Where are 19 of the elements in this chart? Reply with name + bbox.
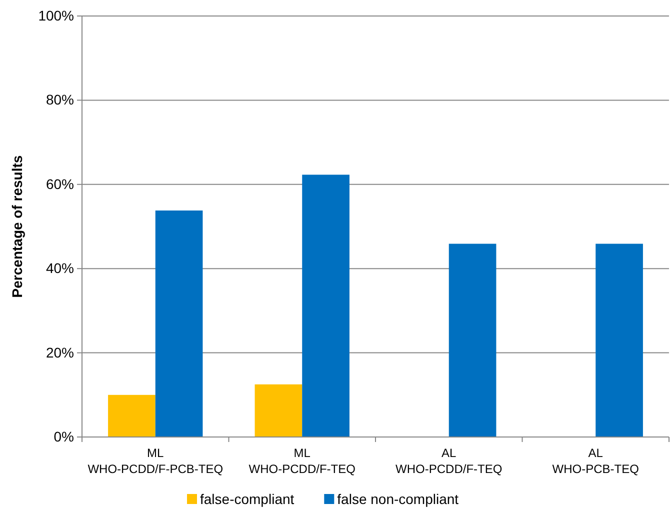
- y-axis-title: Percentage of results: [9, 155, 25, 298]
- legend-label: false non-compliant: [337, 491, 459, 507]
- bar: [108, 394, 156, 437]
- bar: [596, 244, 643, 437]
- y-tick-label: 0%: [54, 428, 74, 444]
- x-tick-label: ML WHO-PCDD/F-TEQ: [248, 446, 356, 476]
- x-tick-label: ML WHO-PCDD/F-PCB-TEQ: [88, 446, 224, 476]
- bar: [254, 384, 302, 437]
- x-tick-label: AL WHO-PCDD/F-TEQ: [396, 446, 502, 476]
- bar: [448, 244, 496, 437]
- y-tick-label: 20%: [46, 344, 74, 360]
- y-tick-label: 80%: [46, 92, 74, 108]
- bar: [155, 210, 203, 437]
- bar: [302, 174, 350, 437]
- y-tick-label: 60%: [46, 176, 74, 192]
- y-tick-label: 40%: [46, 260, 74, 276]
- x-tick-label: AL WHO-PCB-TEQ: [552, 446, 639, 476]
- legend-label: false-compliant: [200, 491, 294, 507]
- y-tick-label: 100%: [38, 7, 74, 24]
